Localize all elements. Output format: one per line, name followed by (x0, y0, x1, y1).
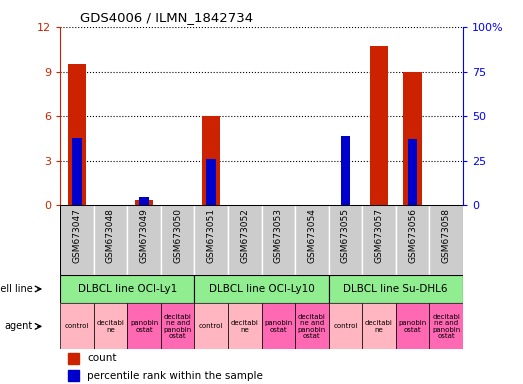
Bar (202, 116, 220, 205)
Text: GSM673050: GSM673050 (173, 208, 182, 263)
Text: control: control (65, 323, 89, 329)
Bar (328, 275, 463, 303)
Text: agent: agent (5, 321, 33, 331)
Bar (362, 205, 396, 275)
Bar (127, 303, 161, 349)
Text: GSM673052: GSM673052 (240, 208, 249, 263)
Text: DLBCL line OCI-Ly10: DLBCL line OCI-Ly10 (209, 284, 314, 294)
Bar (396, 303, 429, 349)
Text: GSM673055: GSM673055 (341, 208, 350, 263)
Bar (68, 370, 79, 381)
Text: decitabi
ne and
panobin
ostat: decitabi ne and panobin ostat (298, 314, 326, 339)
Bar (262, 303, 295, 349)
Bar (94, 303, 127, 349)
Text: GSM673051: GSM673051 (207, 208, 215, 263)
Bar (195, 275, 328, 303)
Bar (295, 205, 328, 275)
Bar (228, 205, 262, 275)
Bar (228, 303, 262, 349)
Bar (60, 275, 195, 303)
Text: control: control (333, 323, 358, 329)
Text: decitabi
ne and
panobin
ostat: decitabi ne and panobin ostat (164, 314, 192, 339)
Text: GDS4006 / ILMN_1842734: GDS4006 / ILMN_1842734 (81, 11, 254, 24)
Bar (262, 205, 295, 275)
Text: cell line: cell line (0, 284, 33, 294)
Text: decitabi
ne: decitabi ne (231, 320, 259, 333)
Text: GSM673048: GSM673048 (106, 208, 115, 263)
Bar (370, 46, 388, 205)
Bar (94, 205, 127, 275)
Text: panobin
ostat: panobin ostat (399, 320, 427, 333)
Bar (161, 303, 195, 349)
Text: GSM673049: GSM673049 (140, 208, 149, 263)
Text: GSM673057: GSM673057 (374, 208, 383, 263)
Text: panobin
ostat: panobin ostat (130, 320, 158, 333)
Bar (60, 205, 94, 275)
Text: GSM673054: GSM673054 (308, 208, 316, 263)
Bar (295, 303, 328, 349)
Bar (127, 205, 161, 275)
Bar (139, 197, 149, 205)
Bar (68, 353, 79, 364)
Text: GSM673056: GSM673056 (408, 208, 417, 263)
Bar (72, 137, 82, 205)
Bar (429, 303, 463, 349)
Text: decitabi
ne and
panobin
ostat: decitabi ne and panobin ostat (432, 314, 460, 339)
Text: GSM673047: GSM673047 (72, 208, 82, 263)
Bar (403, 71, 422, 205)
Bar (60, 303, 94, 349)
Bar (161, 205, 195, 275)
Text: count: count (87, 353, 117, 363)
Bar (328, 303, 362, 349)
Bar (362, 303, 396, 349)
Bar (340, 136, 350, 205)
Bar (67, 64, 86, 205)
Text: GSM673053: GSM673053 (274, 208, 283, 263)
Bar (429, 205, 463, 275)
Bar (195, 205, 228, 275)
Text: control: control (199, 323, 223, 329)
Text: decitabi
ne: decitabi ne (365, 320, 393, 333)
Bar (328, 205, 362, 275)
Bar (195, 303, 228, 349)
Text: DLBCL line OCI-Ly1: DLBCL line OCI-Ly1 (77, 284, 177, 294)
Text: panobin
ostat: panobin ostat (264, 320, 292, 333)
Bar (396, 205, 429, 275)
Bar (408, 139, 417, 205)
Text: decitabi
ne: decitabi ne (97, 320, 124, 333)
Text: DLBCL line Su-DHL6: DLBCL line Su-DHL6 (344, 284, 448, 294)
Text: GSM673058: GSM673058 (441, 208, 451, 263)
Text: percentile rank within the sample: percentile rank within the sample (87, 371, 263, 381)
Bar (135, 200, 153, 205)
Bar (207, 159, 216, 205)
